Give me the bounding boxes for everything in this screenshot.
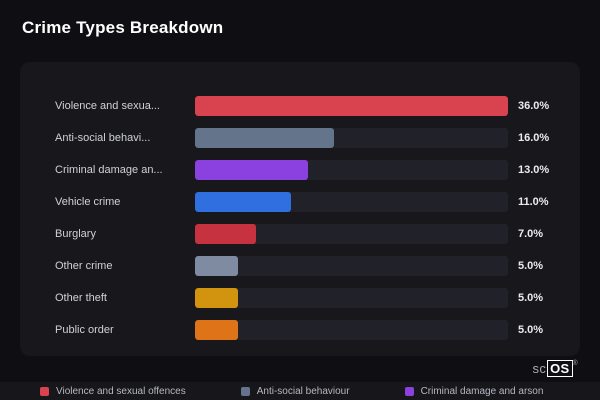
bar-fill[interactable] — [195, 96, 508, 116]
row-label: Burglary — [55, 228, 96, 240]
bar-fill[interactable] — [195, 320, 239, 340]
chart-row: Public order 5.0% — [55, 314, 560, 346]
row-value: 11.0% — [518, 196, 549, 208]
bar-track — [195, 224, 508, 244]
bar-track — [195, 128, 508, 148]
bar-track — [195, 256, 508, 276]
bar-fill[interactable] — [195, 128, 335, 148]
row-value: 16.0% — [518, 132, 550, 144]
logo-prefix: sc — [532, 361, 547, 376]
scos-logo: sc OS ® — [533, 360, 578, 377]
bar-track — [195, 96, 508, 116]
legend-label: Anti-social behaviour — [256, 385, 350, 397]
legend-label: Criminal damage and arson — [420, 385, 544, 397]
row-label: Other crime — [55, 260, 113, 272]
row-label: Violence and sexua... — [55, 100, 160, 112]
row-value: 5.0% — [518, 260, 544, 272]
row-label: Criminal damage an... — [55, 164, 163, 176]
bar-fill[interactable] — [195, 224, 256, 244]
registered-mark: ® — [572, 360, 578, 367]
chart-panel: Violence and sexua... 36.0% Anti-social … — [20, 62, 580, 356]
row-label: Vehicle crime — [55, 196, 121, 208]
bar-track — [195, 320, 508, 340]
chart-legend: Violence and sexual offences Anti-social… — [0, 382, 600, 400]
row-label: Other theft — [55, 292, 107, 304]
page-title: Crime Types Breakdown — [22, 18, 224, 37]
row-value: 5.0% — [518, 292, 544, 304]
row-value: 7.0% — [518, 228, 544, 240]
bar-fill[interactable] — [195, 160, 309, 180]
legend-swatch-icon — [404, 386, 414, 396]
bar-track — [195, 192, 508, 212]
logo-boxed-text: OS — [547, 360, 573, 377]
chart-row: Vehicle crime 11.0% — [55, 186, 560, 218]
chart-row: Anti-social behavi... 16.0% — [55, 122, 560, 154]
row-value: 36.0% — [518, 100, 550, 112]
legend-swatch-icon — [40, 386, 49, 396]
legend-item[interactable]: Violence and sexual offences — [40, 386, 186, 397]
legend-item[interactable]: Criminal damage and arson — [404, 385, 544, 397]
legend-label: Violence and sexual offences — [56, 385, 186, 397]
legend-item[interactable]: Anti-social behaviour — [240, 385, 350, 397]
chart-row: Other theft 5.0% — [55, 282, 560, 314]
bar-track — [195, 288, 508, 308]
row-label: Anti-social behavi... — [55, 132, 151, 144]
bar-fill[interactable] — [195, 256, 239, 276]
row-label: Public order — [55, 324, 114, 336]
row-value: 5.0% — [518, 324, 544, 336]
chart-row: Burglary 7.0% — [55, 218, 560, 250]
chart-row: Criminal damage an... 13.0% — [55, 154, 560, 186]
legend-swatch-icon — [240, 386, 250, 396]
bar-fill[interactable] — [195, 192, 291, 212]
bars-area: Violence and sexua... 36.0% Anti-social … — [55, 90, 560, 346]
chart-row: Other crime 5.0% — [55, 250, 560, 282]
bar-track — [195, 160, 508, 180]
chart-row: Violence and sexua... 36.0% — [55, 90, 560, 122]
row-value: 13.0% — [518, 164, 550, 176]
bar-fill[interactable] — [195, 288, 239, 308]
